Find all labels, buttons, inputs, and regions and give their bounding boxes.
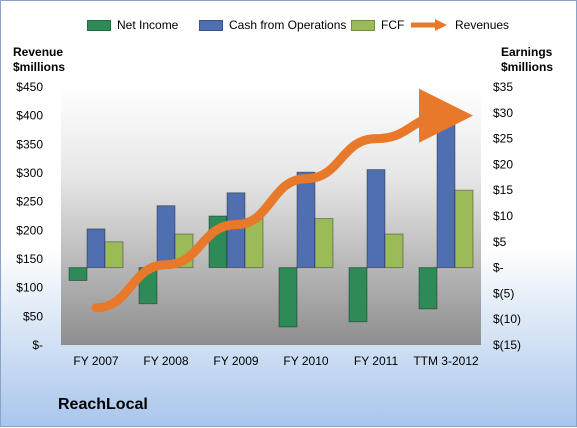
bar-net-income [418,267,438,310]
x-tick-label: FY 2007 [73,354,118,368]
right-tick-label: $10 [493,209,513,223]
left-tick-label: $200 [16,223,43,237]
legend-item-cash-from-operations: Cash from Operations [199,17,346,33]
bar-net-income [278,267,298,328]
legend-label-net-income: Net Income [117,18,179,32]
right-tick-label: $- [493,261,504,275]
x-axis-ticks: FY 2007 FY 2008 FY 2009 FY 2010 FY 2011 TTM 3… [73,354,479,368]
left-axis-title: Revenue $millions [13,45,66,74]
right-tick-label: $30 [493,106,513,120]
x-tick-label: FY 2011 [354,354,399,368]
bar-net-income [68,267,88,282]
revenue-line [91,88,473,313]
legend-label-fcf: FCF [381,18,405,32]
right-axis-title: Earnings $millions [501,45,554,74]
bar-net-income [348,267,368,323]
x-tick-label: FY 2009 [213,354,258,368]
right-tick-label: $20 [493,157,513,171]
legend-swatch-fcf [351,19,375,31]
left-axis-ticks: $450 $400 $350 $300 $250 $200 $150 $100 $50 $- [16,80,43,352]
right-tick-label: $25 [493,132,513,146]
x-tick-label: FY 2008 [143,354,188,368]
legend: Net Income Cash from Operations FCF Reve… [1,9,577,39]
legend-swatch-net-income [87,19,111,31]
legend-label-revenues: Revenues [455,18,510,32]
right-axis-ticks: $35 $30 $25 $20 $15 $10 $5 $- $(5) $(10) $(15) [493,80,521,352]
x-tick-label: FY 2010 [283,354,328,368]
right-tick-label: $35 [493,80,513,94]
bar-cash-from-operations [86,228,106,269]
bar-fcf [384,233,404,269]
bar-fcf [104,241,124,269]
bar-cash-from-operations [436,120,456,269]
legend-item-revenues: Revenues [409,17,509,33]
left-tick-label: $50 [23,309,43,323]
left-tick-label: $350 [16,137,43,151]
company-name: ReachLocal [58,396,148,413]
legend-item-net-income: Net Income [87,17,178,33]
right-tick-label: $(15) [493,338,521,352]
left-tick-label: $- [32,338,43,352]
legend-swatch-cash-from-operations [199,19,223,31]
bar-fcf [314,218,334,269]
left-tick-label: $300 [16,166,43,180]
bar-series [68,120,474,328]
x-tick-label: TTM 3-2012 [413,354,479,368]
right-tick-label: $(10) [493,312,521,326]
bar-fcf [454,189,474,269]
right-tick-label: $(5) [493,286,514,300]
legend-item-fcf: FCF [351,17,404,33]
bar-cash-from-operations [366,169,386,269]
revenue-line-path [91,88,473,313]
left-tick-label: $400 [16,109,43,123]
right-tick-label: $5 [493,235,507,249]
bar-cash-from-operations [156,205,176,269]
left-tick-label: $100 [16,281,43,295]
left-tick-label: $450 [16,80,43,94]
left-tick-label: $150 [16,252,43,266]
left-tick-label: $250 [16,195,43,209]
right-tick-label: $15 [493,183,513,197]
bar-cash-from-operations [226,192,246,269]
bar-cash-from-operations [296,171,316,269]
legend-arrow-revenues [411,19,447,31]
legend-label-cash-from-operations: Cash from Operations [229,18,347,32]
